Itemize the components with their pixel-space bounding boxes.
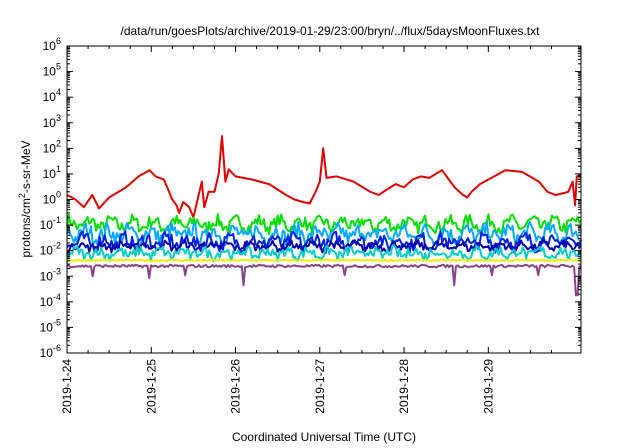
y-tick-label-exp: 6 [56,36,61,46]
y-tick-label-base: 10 [43,39,57,53]
y-tick-label: 100 [43,190,61,207]
y-tick-label: 10-2 [40,241,61,258]
plot-frame [66,45,582,354]
y-tick-label-base: 10 [40,295,54,309]
series-line-0 [66,135,582,219]
y-tick-label-exp: -6 [53,343,61,353]
y-tick-label: 106 [43,36,61,53]
y-tick-label-base: 10 [40,218,54,232]
x-tick-label: 2019-1-27 [313,359,327,414]
series-line-7 [66,263,582,297]
y-tick-label-base: 10 [40,269,54,283]
y-tick-label-base: 10 [43,193,57,207]
x-tick-label: 2019-1-29 [481,359,495,414]
chart-title: /data/run/goesPlots/archive/2019-01-29/2… [121,24,541,38]
y-tick-label: 102 [43,138,61,155]
y-tick-label-base: 10 [43,167,57,181]
y-axis-label-sup: 2 [17,193,27,198]
y-tick-label: 10-1 [40,215,61,232]
x-axis: 2019-1-24 2019-1-25 2019-1-26 2019-1-27 2019… [60,46,553,414]
y-tick-label: 10-3 [40,266,61,283]
y-tick-label-exp: -1 [53,215,61,225]
y-tick-label: 10-5 [40,317,61,334]
y-tick-label-exp: -3 [53,266,61,276]
y-axis-label: protons/cm2-s-sr-MeV [17,140,33,257]
y-tick-label-base: 10 [40,320,54,334]
y-tick-label-base: 10 [43,65,57,79]
series-layer [66,135,582,297]
series-line-4 [66,239,582,254]
y-tick-label-exp: -5 [53,317,61,327]
y-tick-label-exp: 0 [56,190,61,200]
y-tick-label-base: 10 [43,116,57,130]
y-tick-label-base: 10 [40,244,54,258]
y-tick-label: 103 [43,113,61,130]
y-tick-label-base: 10 [43,90,57,104]
x-tick-label: 2019-1-26 [229,359,243,414]
y-tick-label: 105 [43,62,61,79]
y-tick-label-exp: 2 [56,138,61,148]
y-tick-label-exp: -2 [53,241,61,251]
y-tick-label: 10-4 [40,292,61,309]
y-tick-label: 101 [43,164,61,181]
y-tick-label-base: 10 [40,346,54,360]
x-tick-label: 2019-1-25 [144,359,158,414]
y-axis: 10-610-510-410-310-210-11001011021031041… [40,36,581,360]
x-tick-label: 2019-1-28 [397,359,411,414]
series-line-2 [66,220,582,247]
y-tick-label: 104 [43,87,61,104]
y-tick-label-exp: 4 [56,87,61,97]
series-line-5 [66,244,582,262]
y-tick-label: 10-6 [40,343,61,360]
y-tick-label-exp: 3 [56,113,61,123]
y-axis-label-post: -s-sr-MeV [19,140,33,193]
series-line-6 [66,258,581,263]
x-axis-label: Coordinated Universal Time (UTC) [232,430,416,444]
x-tick-label: 2019-1-24 [60,359,74,414]
y-tick-label-exp: 5 [56,62,61,72]
y-tick-label-exp: 1 [56,164,61,174]
y-tick-label-exp: -4 [53,292,61,302]
series-line-1 [66,213,582,236]
y-axis-label-pre: protons/cm [19,198,33,257]
y-tick-label-base: 10 [43,141,57,155]
